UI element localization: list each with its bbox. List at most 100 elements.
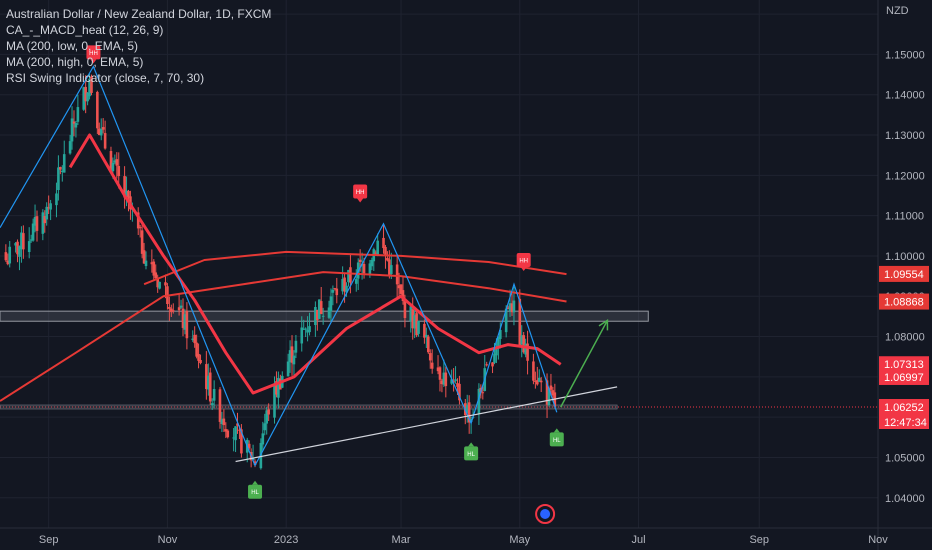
price-tag-box xyxy=(879,265,929,282)
candle-body xyxy=(436,367,440,372)
candle-body xyxy=(415,313,418,336)
price-tick-label: 1.15000 xyxy=(885,49,925,61)
candle-body xyxy=(417,320,420,334)
candle-body xyxy=(343,277,346,292)
price-tag: 1.07313 xyxy=(879,356,929,373)
candle-body xyxy=(537,377,541,382)
candle-body xyxy=(59,167,62,170)
candle-body xyxy=(518,298,522,346)
candle-body xyxy=(226,430,230,438)
candle-body xyxy=(440,380,444,385)
candle-body xyxy=(526,343,529,361)
swing-label-box xyxy=(464,446,479,461)
candle-body xyxy=(138,227,142,229)
price-tag-text: 1.06252 xyxy=(884,402,924,414)
candle-body xyxy=(123,176,126,198)
candle-body xyxy=(265,410,269,424)
candle-body xyxy=(43,215,47,224)
legend-indicator-ma-high[interactable]: MA (200, high, 0, EMA, 5) xyxy=(6,55,144,69)
legend-indicator-ma-low[interactable]: MA (200, low, 0, EMA, 5) xyxy=(6,39,139,53)
candle-body xyxy=(452,381,455,383)
candle-body xyxy=(397,285,401,289)
candle-body xyxy=(164,282,167,286)
candle-body xyxy=(349,267,352,283)
candle-body xyxy=(144,260,148,267)
candle-body xyxy=(495,346,498,356)
candle-body xyxy=(386,257,389,261)
higher-high-label: HH xyxy=(353,184,368,203)
candle-body xyxy=(347,269,350,283)
candle-body xyxy=(181,308,185,328)
candle-body xyxy=(86,92,89,102)
candle-body xyxy=(308,326,311,333)
candle-body xyxy=(263,423,267,431)
candle-body xyxy=(170,308,173,313)
legend-indicator-macd[interactable]: CA_-_MACD_heat (12, 26, 9) xyxy=(6,23,164,37)
candle-body xyxy=(534,380,537,382)
legend-title: Australian Dollar / New Zealand Dollar, … xyxy=(6,7,272,21)
candle-body xyxy=(158,281,161,289)
candle-body xyxy=(403,298,407,319)
countdown-box xyxy=(879,415,929,430)
candle-body xyxy=(62,154,66,173)
candle-body xyxy=(90,76,93,93)
candle-body xyxy=(317,299,321,319)
candle-body xyxy=(319,301,323,314)
candle-body xyxy=(183,314,187,330)
swing-label-text: HH xyxy=(89,51,98,57)
swing-label-text: HL xyxy=(553,438,561,444)
legend-indicator-rsi-swing[interactable]: RSI Swing Indicator (close, 7, 70, 30) xyxy=(6,71,205,85)
candle-body xyxy=(27,241,31,253)
candle-body xyxy=(358,259,362,262)
price-tag-text: 1.09554 xyxy=(884,269,924,281)
candle-body xyxy=(195,342,198,357)
candle-body xyxy=(96,91,99,129)
candle-body xyxy=(127,190,130,198)
candle-body xyxy=(168,307,171,309)
candle-body xyxy=(465,405,469,413)
price-tag: 1.06997 xyxy=(879,368,929,385)
candle-body xyxy=(72,121,76,124)
candle-body xyxy=(306,329,309,333)
candle-body xyxy=(454,379,457,382)
candle-body xyxy=(82,87,86,110)
price-tag-box xyxy=(879,399,929,416)
price-tick-label: 1.04000 xyxy=(885,493,925,505)
candle-body xyxy=(532,361,535,381)
candle-body xyxy=(35,216,39,231)
candle-body xyxy=(199,359,202,364)
candle-body xyxy=(185,310,189,339)
swing-label-text: HH xyxy=(356,190,365,196)
support-zone xyxy=(0,404,618,410)
candle-body xyxy=(333,288,337,290)
candle-body xyxy=(321,315,325,317)
candle-body xyxy=(97,128,101,136)
zigzag-line xyxy=(0,65,558,467)
chart-legend: Australian Dollar / New Zealand Dollar, … xyxy=(6,6,271,86)
candle-body xyxy=(491,362,494,367)
candle-body xyxy=(390,265,393,275)
candle-body xyxy=(4,252,8,261)
swing-label-box xyxy=(516,252,531,267)
candle-body xyxy=(117,166,121,177)
candle-body xyxy=(154,272,158,279)
candle-body xyxy=(428,353,432,361)
candle-body xyxy=(409,306,413,322)
candle-body xyxy=(388,259,391,276)
candle-body xyxy=(60,170,64,172)
price-tag: 1.08868 xyxy=(879,293,929,310)
time-tick-label: May xyxy=(509,534,530,546)
price-tick-label: 1.12000 xyxy=(885,170,925,182)
candle-body xyxy=(354,279,358,284)
candle-body xyxy=(238,429,241,431)
countdown-text: 12:47:34 xyxy=(884,417,927,429)
candle-body xyxy=(300,327,304,344)
candle-body xyxy=(401,290,405,301)
candle-body xyxy=(362,263,366,274)
candle-body xyxy=(115,159,119,166)
candle-body xyxy=(29,239,33,241)
candle-body xyxy=(522,335,525,353)
candle-body xyxy=(374,252,378,254)
price-tag-text: 1.06997 xyxy=(884,372,924,384)
